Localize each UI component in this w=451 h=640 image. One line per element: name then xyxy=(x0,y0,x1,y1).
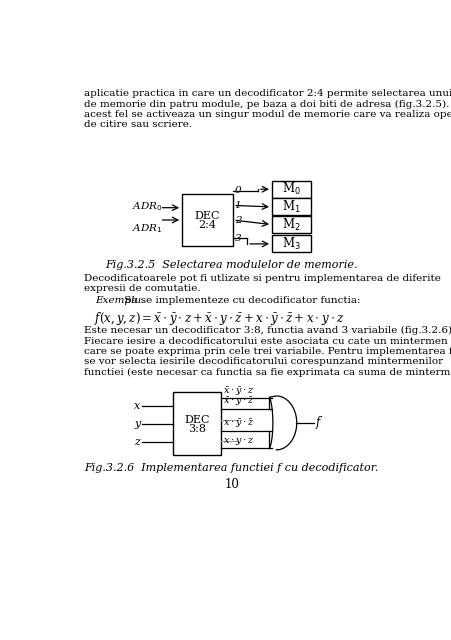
Text: de citire sau scriere.: de citire sau scriere. xyxy=(84,120,192,129)
Text: aplicatie practica in care un decodificator 2:4 permite selectarea unui modul: aplicatie practica in care un decodifica… xyxy=(84,89,451,98)
Text: Decodificatoarele pot fi utlizate si pentru implementarea de diferite: Decodificatoarele pot fi utlizate si pen… xyxy=(84,274,440,283)
Text: Este necesar un decodificator 3:8, functia avand 3 variabile (fig.3.2.6).: Este necesar un decodificator 3:8, funct… xyxy=(84,326,451,335)
Text: $f(x, y, z) = \bar{x} \cdot \bar{y} \cdot z + \bar{x} \cdot y\cdot \bar{z} + x \: $f(x, y, z) = \bar{x} \cdot \bar{y} \cdo… xyxy=(93,310,344,327)
Bar xyxy=(272,216,310,233)
Text: 3:8: 3:8 xyxy=(187,424,205,434)
Text: y: y xyxy=(133,419,140,429)
Text: M$_3$: M$_3$ xyxy=(281,236,300,252)
Text: M$_1$: M$_1$ xyxy=(281,199,300,215)
Text: 3: 3 xyxy=(234,234,241,243)
Text: de memorie din patru module, pe baza a doi biti de adresa (fig.3.2.5). In: de memorie din patru module, pe baza a d… xyxy=(84,99,451,109)
Text: functiei (este necesar ca functia sa fie exprimata ca suma de mintermeni).: functiei (este necesar ca functia sa fie… xyxy=(84,368,451,377)
Text: 10: 10 xyxy=(224,478,239,492)
Text: DEC: DEC xyxy=(194,211,220,221)
Text: 0: 0 xyxy=(234,186,241,195)
Text: se vor selecta iesirile decodificatorului corespunzand mintermenilor: se vor selecta iesirile decodificatorulu… xyxy=(84,358,442,367)
Text: care se poate exprima prin cele trei variabile. Pentru implementarea functiei: care se poate exprima prin cele trei var… xyxy=(84,347,451,356)
Bar xyxy=(272,180,310,198)
Bar xyxy=(272,198,310,216)
Text: acest fel se activeaza un singur modul de memorie care va realiza operatia: acest fel se activeaza un singur modul d… xyxy=(84,110,451,119)
Text: x: x xyxy=(133,401,140,411)
Text: 1: 1 xyxy=(234,201,241,210)
Text: Fig.3.2.6  Implementarea functiei f cu decodificator.: Fig.3.2.6 Implementarea functiei f cu de… xyxy=(84,463,378,473)
Text: $\bar{x}\cdot y\cdot\bar{z}$: $\bar{x}\cdot y\cdot\bar{z}$ xyxy=(223,396,254,408)
Text: Fiecare iesire a decodificatorului este asociata cu cate un mintermen posibil: Fiecare iesire a decodificatorului este … xyxy=(84,337,451,346)
Text: 2: 2 xyxy=(234,216,241,225)
Text: z: z xyxy=(134,437,140,447)
Text: M$_0$: M$_0$ xyxy=(281,181,300,197)
Text: 2:4: 2:4 xyxy=(198,220,216,230)
Text: expresii de comutatie.: expresii de comutatie. xyxy=(84,284,201,293)
Bar xyxy=(272,236,310,252)
Text: $x\cdot y\cdot z$: $x\cdot y\cdot z$ xyxy=(223,436,254,447)
Bar xyxy=(172,392,220,455)
Bar xyxy=(182,194,233,246)
Text: $x\cdot\bar{y}\cdot\bar{z}$: $x\cdot\bar{y}\cdot\bar{z}$ xyxy=(223,417,254,430)
Text: $\bar{x}\cdot\bar{y}\cdot z$: $\bar{x}\cdot\bar{y}\cdot z$ xyxy=(223,385,254,397)
Text: Exemplu.: Exemplu. xyxy=(95,296,144,305)
Text: DEC: DEC xyxy=(184,415,209,425)
Text: ADR$_1$: ADR$_1$ xyxy=(132,222,163,235)
Text: M$_2$: M$_2$ xyxy=(281,216,300,233)
Text: ADR$_0$: ADR$_0$ xyxy=(132,200,163,212)
Text: f: f xyxy=(315,417,320,429)
Text: Fig.3.2.5  Selectarea modulelor de memorie.: Fig.3.2.5 Selectarea modulelor de memori… xyxy=(105,260,357,270)
Text: Sa se implementeze cu decodificator functia:: Sa se implementeze cu decodificator func… xyxy=(120,296,359,305)
